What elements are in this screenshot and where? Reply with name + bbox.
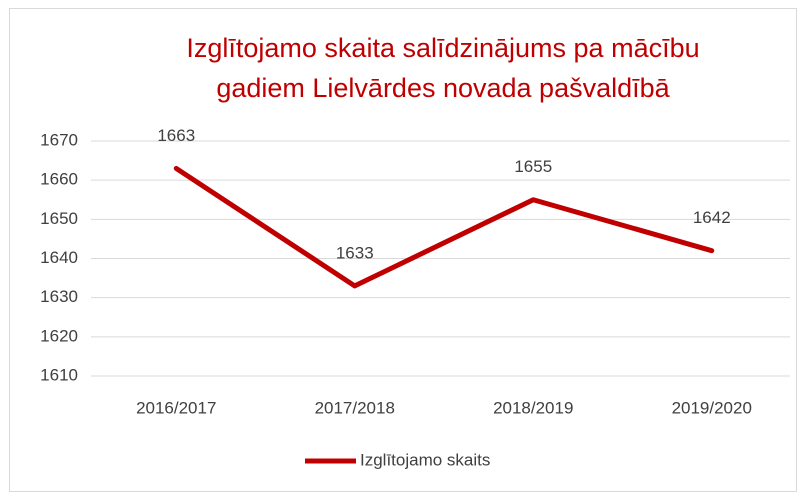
x-tick-label: 2018/2019: [493, 398, 573, 417]
y-tick-label: 1620: [40, 326, 78, 345]
y-tick-label: 1660: [40, 170, 78, 189]
x-tick-label: 2017/2018: [315, 398, 395, 417]
data-label: 1655: [514, 157, 552, 176]
x-tick-label: 2019/2020: [672, 398, 752, 417]
data-label: 1642: [693, 208, 731, 227]
line-series: [173, 165, 715, 289]
chart-title: Izglītojamo skaita salīdzinājums pa mācī…: [186, 33, 699, 63]
legend-label: Izglītojamo skaits: [360, 450, 490, 469]
y-tick-label: 1640: [40, 248, 78, 267]
y-tick-label: 1630: [40, 287, 78, 306]
x-tick-label: 2016/2017: [136, 398, 216, 417]
chart-border: [9, 8, 797, 492]
y-tick-label: 1670: [40, 130, 78, 149]
data-label: 1663: [157, 126, 195, 145]
y-tick-label: 1650: [40, 209, 78, 228]
y-tick-label: 1610: [40, 365, 78, 384]
chart-title: gadiem Lielvārdes novada pašvaldībā: [216, 73, 670, 103]
data-label: 1633: [336, 243, 374, 262]
